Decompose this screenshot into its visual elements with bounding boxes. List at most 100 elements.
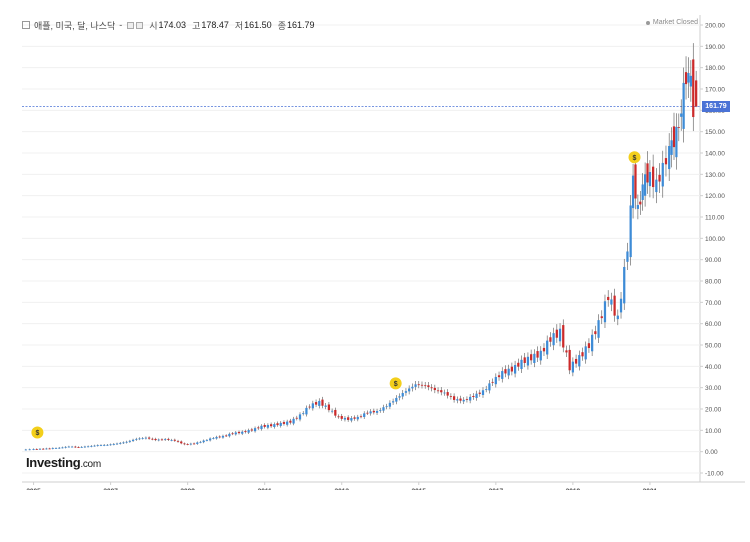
candle xyxy=(513,365,517,374)
candle xyxy=(292,418,295,424)
dividend-marker-icon xyxy=(389,377,402,390)
candle xyxy=(449,396,453,397)
candle xyxy=(411,386,414,389)
candle xyxy=(199,441,202,443)
y-tick-label: 40.00 xyxy=(705,364,722,371)
candle xyxy=(478,392,481,394)
x-tick-label: 2015 xyxy=(412,488,427,490)
candle xyxy=(555,329,558,338)
candle xyxy=(613,295,616,316)
candle xyxy=(356,416,359,420)
candle xyxy=(587,343,591,349)
x-tick-label: 2019 xyxy=(566,488,581,490)
candle xyxy=(279,422,282,426)
candle xyxy=(414,384,417,387)
candle xyxy=(619,298,623,313)
candle xyxy=(61,447,64,449)
settings-icon[interactable] xyxy=(127,21,135,29)
candle xyxy=(526,356,530,366)
candle xyxy=(347,417,350,420)
candle xyxy=(282,422,286,424)
candle xyxy=(115,443,119,445)
candle xyxy=(639,201,642,205)
candle xyxy=(574,358,578,364)
y-tick-label: 0.00 xyxy=(705,449,718,456)
y-tick-label: 130.00 xyxy=(705,172,725,179)
candle xyxy=(173,439,176,441)
candle xyxy=(658,174,661,182)
instrument-title: 애플, 미국, 달, 나스닥 xyxy=(34,20,116,31)
y-tick-label: 50.00 xyxy=(705,343,722,350)
candle xyxy=(51,448,54,449)
candle xyxy=(218,436,221,438)
candle xyxy=(643,174,647,196)
candle xyxy=(141,438,144,440)
candle xyxy=(305,407,308,415)
candle xyxy=(64,446,67,448)
candle xyxy=(231,433,234,435)
candle xyxy=(398,396,401,398)
candle xyxy=(302,413,305,415)
candle xyxy=(241,431,244,434)
candle xyxy=(135,438,138,440)
candle xyxy=(128,440,131,442)
candle xyxy=(318,400,321,406)
candle xyxy=(475,393,478,398)
candle xyxy=(106,444,109,446)
candle xyxy=(170,439,173,441)
y-tick-label: 30.00 xyxy=(705,385,722,392)
title-separator: - xyxy=(119,20,123,30)
candle xyxy=(144,437,148,439)
candle xyxy=(369,411,372,414)
x-tick-label: 2021 xyxy=(643,488,658,490)
candlestick-chart[interactable]: 200.00190.00180.00170.00160.00150.00140.… xyxy=(0,0,750,495)
candle xyxy=(677,127,680,128)
candle xyxy=(122,442,125,444)
candle xyxy=(77,447,80,448)
open-label: 시 xyxy=(149,20,158,31)
candle xyxy=(93,445,96,447)
candle xyxy=(131,439,135,441)
y-tick-label: 60.00 xyxy=(705,321,722,328)
candle xyxy=(125,441,128,443)
chart-type-icon[interactable] xyxy=(22,21,30,29)
candle xyxy=(584,346,587,360)
candle xyxy=(208,438,212,441)
candle xyxy=(42,448,45,450)
chart-area[interactable]: 200.00190.00180.00170.00160.00150.00140.… xyxy=(0,0,750,495)
candle xyxy=(237,431,241,434)
candle xyxy=(610,299,613,305)
candle xyxy=(616,315,619,320)
candle xyxy=(70,446,74,448)
candle xyxy=(391,401,395,403)
candle xyxy=(562,325,565,348)
candle xyxy=(607,296,610,301)
candle xyxy=(196,442,199,444)
candle xyxy=(594,331,597,335)
candle xyxy=(38,448,42,450)
candle xyxy=(523,357,526,363)
candle xyxy=(225,435,228,437)
fullscreen-icon[interactable] xyxy=(136,21,144,29)
candle xyxy=(90,445,93,447)
dividend-marker-label: $ xyxy=(633,155,637,162)
candle xyxy=(228,433,231,437)
candle xyxy=(276,423,279,426)
candle xyxy=(687,73,690,83)
candle xyxy=(340,416,343,419)
candle xyxy=(164,439,167,440)
status-dot-icon xyxy=(645,20,650,25)
candle xyxy=(183,443,186,445)
candle xyxy=(430,387,433,389)
candle xyxy=(670,140,673,155)
candle xyxy=(28,449,31,451)
candle xyxy=(636,205,640,209)
candle xyxy=(565,350,568,353)
y-tick-label: 70.00 xyxy=(705,300,722,307)
candle xyxy=(631,175,635,209)
candle xyxy=(433,387,436,391)
high-value: 178.47 xyxy=(201,20,229,30)
candle xyxy=(440,390,443,393)
candle xyxy=(388,402,392,407)
candle xyxy=(379,410,382,411)
